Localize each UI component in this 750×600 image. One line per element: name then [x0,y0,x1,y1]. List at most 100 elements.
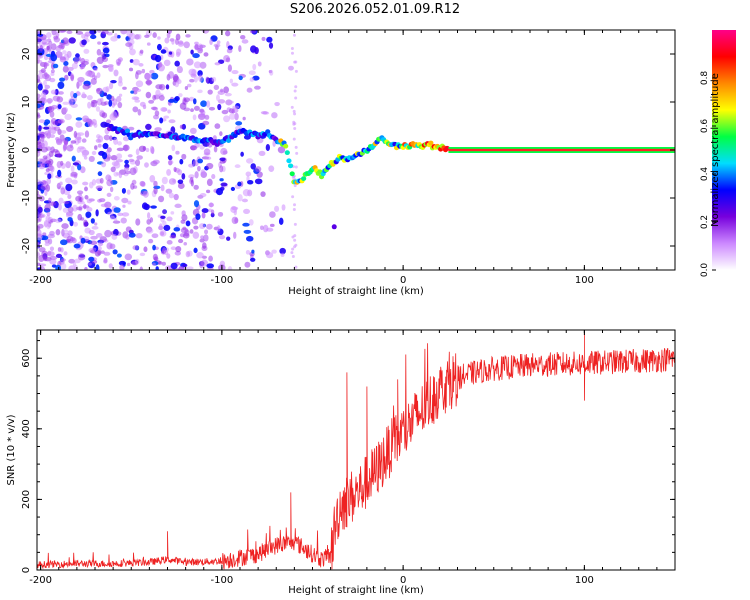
spectrogram-noise-dot [73,243,81,249]
spectrogram-noise-dot [70,140,77,144]
spectrogram-noise-dot [228,113,236,120]
spectrogram-noise-dot [110,95,115,102]
spectrogram-noise-dot [238,45,242,52]
spectrogram-noise-dot [37,112,40,117]
spectrogram-noise-dot [55,264,62,270]
spectrogram-noise-dot [193,200,200,208]
spectrogram-noise-dot [293,127,297,131]
spectrogram-noise-dot [126,30,134,38]
spectrogram-ridge [106,123,675,185]
spectrogram-noise-dot [190,179,194,187]
spectrogram-noise-dot [190,108,194,113]
spectrogram-noise-dot [60,239,68,246]
spectrogram-noise-dot [203,52,209,57]
spectrogram-noise-dot [214,123,221,129]
spectrogram-noise-dot [151,233,159,239]
spectrogram-noise-dot [208,255,213,262]
spectrogram-noise-dot [290,105,294,109]
spectrogram-noise-dot [43,126,50,130]
spectrogram-noise-dot [135,148,140,156]
spectrogram-noise-dot [122,144,130,151]
spectrogram-noise-dot [59,181,63,186]
spectrogram-noise-dot [245,158,254,164]
spectrogram-noise-dot [197,47,204,54]
spectrogram-noise-dot [85,211,92,218]
spectrogram-noise-dot [157,261,163,265]
spectrogram-noise-dot [90,78,97,85]
spectrogram-noise-dot [215,187,224,196]
spectrogram-noise-dot [47,130,52,138]
spectrogram-noise-dot [60,262,67,270]
spectrogram-noise-dot [185,250,191,258]
spectrogram-noise-dot [166,240,173,245]
spectrogram-noise-dot [37,79,41,84]
spectrogram-noise-dot [292,109,296,113]
spectrogram-noise-dot [291,254,295,258]
spectrogram-y-tick-label: -20 [21,238,32,254]
spectrogram-noise-dot [149,174,156,183]
spectrogram-noise-dot [108,263,113,269]
snr-panel: -200 -100 0 100 0 200 400 600 Height of straig… [6,329,676,596]
spectrogram-noise-dot [153,114,160,120]
spectrogram-noise-dot [102,142,109,150]
spectrogram-noise-dot [80,217,85,221]
colorbar-tick-label: 0.0 [700,263,710,278]
spectrogram-noise-dot [145,147,150,153]
spectrogram-noise-dot [294,60,298,64]
spectrogram-noise-dot [168,51,173,55]
spectrogram-noise-dot [38,254,45,262]
spectrogram-noise-dot [138,145,146,153]
spectrogram-noise-dot [60,187,65,195]
spectrogram-noise-dot [294,165,298,169]
spectrogram-noise-dot [242,189,251,197]
spectrogram-noise-dot [129,48,136,56]
spectrogram-noise-dot [40,68,46,74]
spectrogram-noise-dot [101,161,107,168]
spectrogram-noise-dot [129,59,134,63]
spectrogram-noise-dot [45,160,51,165]
spectrogram-noise-dot [181,210,186,217]
spectrogram-noise-dot [164,37,170,44]
spectrogram-noise-dot [82,83,90,90]
spectrogram-noise-dot [274,205,280,212]
spectrogram-noise-dot [200,109,206,116]
spectrogram-noise-dot [61,223,69,230]
spectrogram-noise-dot [45,32,52,39]
spectrogram-noise-dot [83,48,90,54]
spectrogram-noise-dot [67,206,74,213]
spectrogram-noise-dot [37,33,44,37]
spectrogram-noise-dot [75,53,80,59]
spectrogram-noise-dot [163,115,170,119]
spectrogram-noise-dot [288,65,294,71]
spectrogram-noise-dot [252,63,257,71]
spectrogram-noise-dot [234,112,239,121]
spectrogram-noise-dot [243,134,251,140]
spectrogram-noise-dot [106,179,113,187]
spectrogram-noise-dot [225,30,231,37]
spectrogram-noise-dot [46,177,52,185]
spectrogram-noise-dot [55,229,61,236]
spectrogram-noise-dot [50,89,57,95]
spectrogram-noise-dot [135,80,144,88]
spectrogram-noise-dot [48,107,52,114]
spectrogram-noise-dot [254,178,263,185]
spectrogram-noise-dot [83,219,88,228]
spectrogram-noise-dot [135,218,141,226]
spectrogram-noise-dot [167,154,173,161]
spectrogram-noise-dot [193,184,199,190]
spectrogram-noise-dot [42,232,47,236]
spectrogram-noise-dot [103,251,111,256]
spectrogram-noise-dot [37,204,42,208]
spectrogram-noise-dot [214,62,221,66]
spectrogram-noise-dot [242,116,246,121]
spectrogram-noise-dot [245,249,251,255]
spectrogram-noise-dot [81,33,86,39]
spectrogram-noise-dot [183,241,188,246]
spectrogram-noise-dot [189,127,197,135]
spectrogram-noise-dot [103,134,110,141]
spectrogram-noise-dot [248,70,256,76]
spectrogram-noise-dot [71,155,76,162]
spectrogram-noise-dot [65,161,71,169]
spectrogram-noise-dot [96,30,102,33]
spectrogram-noise-dot [180,227,189,234]
